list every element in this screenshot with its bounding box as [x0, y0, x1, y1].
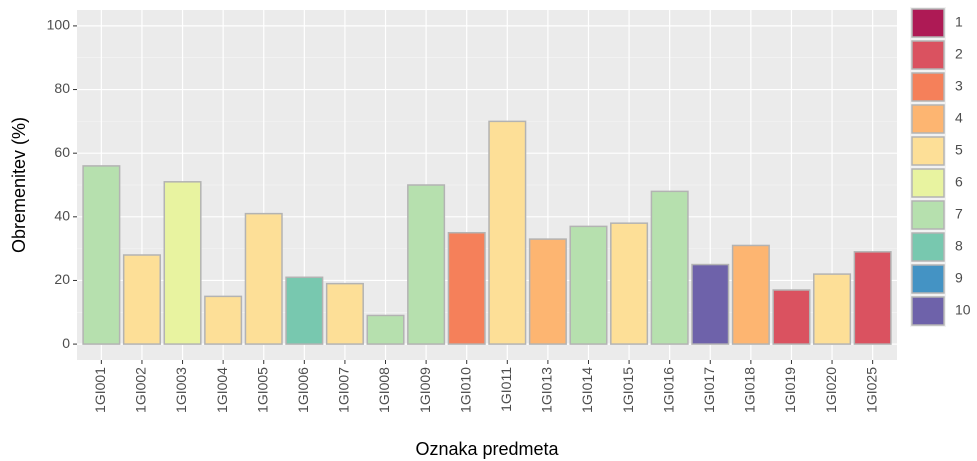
- bar: [853, 251, 892, 345]
- legend-label: 4: [955, 110, 963, 126]
- legend-label: 5: [955, 142, 963, 158]
- x-tick-label: 1GI018: [742, 367, 758, 413]
- x-axis-title: Oznaka predmeta: [415, 439, 559, 459]
- x-tick-label: 1GI025: [863, 367, 879, 413]
- legend-label: 8: [955, 238, 963, 254]
- y-tick-label: 40: [54, 208, 70, 224]
- bar: [366, 314, 405, 345]
- x-tick-label: 1GI010: [457, 367, 473, 413]
- x-tick-label: 1GI015: [620, 367, 636, 413]
- bar: [163, 181, 202, 345]
- x-tick-label: 1GI016: [660, 367, 676, 413]
- bar: [569, 225, 608, 345]
- legend-swatch: [911, 264, 945, 294]
- y-tick-label: 0: [62, 335, 70, 351]
- x-tick-label: 1GI013: [539, 367, 555, 413]
- y-tick-label: 20: [54, 271, 70, 287]
- y-tick-label: 60: [54, 144, 70, 160]
- bar: [813, 273, 852, 345]
- x-tick-label: 1GI005: [254, 367, 270, 413]
- bar: [691, 263, 730, 345]
- bar: [610, 222, 649, 345]
- x-tick-label: 1GI007: [336, 367, 352, 413]
- bar: [244, 212, 283, 345]
- x-tick-label: 1GI009: [417, 367, 433, 413]
- x-tick-label: 1GI004: [214, 367, 230, 413]
- legend-swatch: [911, 8, 945, 38]
- legend-label: 7: [955, 206, 963, 222]
- x-tick-label: 1GI017: [701, 367, 717, 413]
- bar: [82, 165, 121, 345]
- x-tick-label: 1GI020: [823, 367, 839, 413]
- legend-label: 9: [955, 270, 963, 286]
- bar: [285, 276, 324, 345]
- bar: [650, 190, 689, 345]
- legend-label: 10: [955, 302, 971, 318]
- x-tick-label: 1GI014: [579, 367, 595, 413]
- bar: [528, 238, 567, 345]
- legend-swatch: [911, 232, 945, 262]
- legend-swatch: [911, 200, 945, 230]
- legend-label: 3: [955, 78, 963, 94]
- legend-swatch: [911, 72, 945, 102]
- legend-label: 2: [955, 46, 963, 62]
- x-tick-label: 1GI006: [295, 367, 311, 413]
- legend-label: 1: [955, 14, 963, 30]
- legend-swatch: [911, 40, 945, 70]
- x-tick-label: 1GI001: [92, 367, 108, 413]
- legend-swatch: [911, 104, 945, 134]
- bar: [447, 231, 486, 345]
- y-tick-label: 80: [54, 80, 70, 96]
- legend-swatch: [911, 296, 945, 326]
- legend-swatch: [911, 136, 945, 166]
- bar: [204, 295, 243, 345]
- x-tick-label: 1GI019: [782, 367, 798, 413]
- bar: [488, 120, 527, 345]
- bar: [122, 254, 161, 345]
- x-tick-label: 1GI003: [173, 367, 189, 413]
- x-tick-label: 1GI002: [133, 367, 149, 413]
- x-tick-label: 1GI011: [498, 367, 514, 412]
- legend-label: 6: [955, 174, 963, 190]
- legend-swatch: [911, 168, 945, 198]
- y-tick-label: 100: [47, 17, 71, 33]
- bar: [325, 282, 364, 345]
- x-tick-label: 1GI008: [376, 367, 392, 413]
- bar: [772, 289, 811, 345]
- y-axis-title: Obremenitev (%): [9, 117, 29, 253]
- bar: [731, 244, 770, 345]
- bar: [407, 184, 446, 345]
